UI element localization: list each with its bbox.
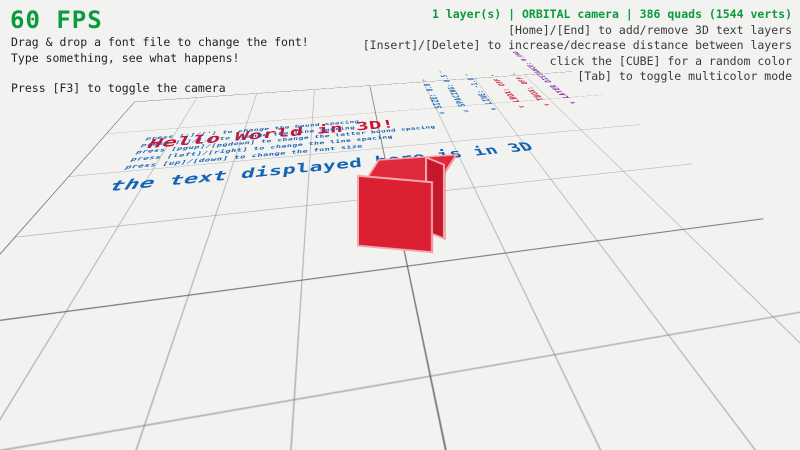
left-hints: Drag & drop a font file to change the fo… (11, 34, 309, 96)
hint-type-something: Type something, see what happens! (11, 51, 240, 65)
fps-counter: 60 FPS (10, 6, 103, 34)
status-line: 1 layer(s) | ORBITAL camera | 386 quads … (431, 7, 792, 21)
right-hints: 1 layer(s) | ORBITAL camera | 386 quads … (363, 7, 792, 85)
hint-drag-drop-font: Drag & drop a font file to change the fo… (11, 35, 309, 49)
hint-add-remove-layers: [Home]/[End] to add/remove 3D text layer… (508, 22, 792, 37)
hint-layer-distance: [Insert]/[Delete] to increase/decrease d… (362, 38, 792, 52)
hint-spacer (11, 66, 309, 80)
hint-toggle-camera: Press [F3] to toggle the camera (11, 81, 226, 95)
hint-multicolor-mode: [Tab] to toggle multicolor mode (577, 69, 792, 83)
hint-cube-random-color: click the [CUBE] for a random color (549, 53, 792, 68)
